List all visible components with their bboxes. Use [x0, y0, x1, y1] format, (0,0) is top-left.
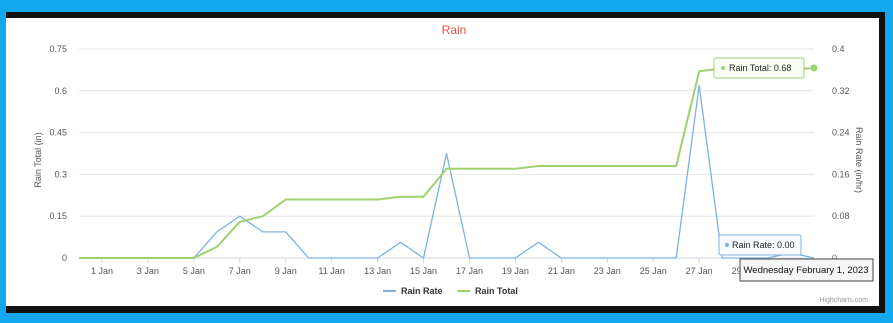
x-tick-label: 13 Jan: [364, 266, 391, 276]
legend: Rain Rate Rain Total: [383, 286, 518, 296]
tooltip-rate: Rain Rate: 0.00: [718, 234, 802, 256]
series-lines: [79, 67, 815, 259]
tooltip-rate-box: [718, 234, 802, 256]
tooltip-date: Wednesday February 1, 2023: [739, 258, 874, 282]
x-tick-label: 9 Jan: [275, 266, 297, 276]
x-tick-label: 15 Jan: [410, 266, 437, 276]
x-axis-ticks: 1 Jan 3 Jan 5 Jan 7 Jan 9 Jan 11 Jan 13 Jan 15 …: [91, 258, 805, 276]
bottom-border: [0, 313, 893, 323]
x-tick-label: 3 Jan: [137, 266, 159, 276]
hover-point-total: [810, 64, 818, 72]
x-tick-label: 5 Jan: [183, 266, 205, 276]
right-border: [885, 0, 893, 323]
x-tick-label: 19 Jan: [502, 266, 529, 276]
legend-rain-total[interactable]: Rain Total: [475, 286, 518, 296]
x-tick-label: 25 Jan: [640, 266, 667, 276]
right-tick-label: 0.4: [832, 44, 845, 54]
tooltip-date-box: [739, 258, 874, 282]
left-axis-title: Rain Total (in): [33, 132, 43, 187]
x-tick-label: 23 Jan: [594, 266, 621, 276]
chart-title: Rain: [442, 23, 467, 37]
left-tick-label: 0.75: [49, 44, 67, 54]
right-tick-label: 0.08: [832, 211, 850, 221]
x-tick-label: 11 Jan: [318, 266, 344, 276]
right-tick-label: 0.24: [832, 128, 850, 138]
right-axis-title: Rain Rate (in/hr): [854, 127, 864, 193]
left-tick-label: 0: [62, 253, 67, 263]
right-tick-label: 0: [832, 253, 837, 263]
x-tick-label: 1 Jan: [91, 266, 113, 276]
x-tick-label: 17 Jan: [456, 266, 483, 276]
grid-lines: [79, 48, 814, 259]
tooltip-rate-marker: [725, 243, 729, 247]
left-tick-label: 0.6: [54, 86, 67, 96]
left-axis-ticks: 0 0.15 0.3 0.45 0.6 0.75: [49, 44, 67, 263]
x-tick-label: 21 Jan: [548, 266, 575, 276]
left-tick-label: 0.3: [54, 169, 67, 179]
left-border: [0, 0, 6, 323]
tooltip-rate-text: Rain Rate: 0.00: [732, 240, 795, 250]
right-tick-label: 0.32: [832, 86, 850, 96]
tooltip-total-box: [713, 57, 805, 79]
right-tick-label: 0.16: [832, 169, 850, 179]
x-tick-label: 27 Jan: [686, 266, 713, 276]
tooltip-total-marker: [721, 66, 725, 70]
left-tick-label: 0.45: [49, 128, 67, 138]
left-tick-label: 0.15: [49, 211, 67, 221]
tooltip-total-text: Rain Total: 0.68: [729, 63, 791, 73]
series-line-rain-rate[interactable]: [79, 84, 815, 259]
credit-text[interactable]: Highcharts.com: [819, 297, 868, 304]
top-border: [0, 0, 893, 12]
series-line-rain-total[interactable]: [79, 67, 814, 259]
tooltip-total: Rain Total: 0.68: [713, 57, 818, 79]
x-tick-label: 7 Jan: [229, 266, 251, 276]
tooltip-date-text: Wednesday February 1, 2023: [744, 265, 869, 276]
right-axis-ticks: 0 0.08 0.16 0.24 0.32 0.4: [832, 44, 850, 263]
legend-rain-rate[interactable]: Rain Rate: [401, 286, 443, 296]
